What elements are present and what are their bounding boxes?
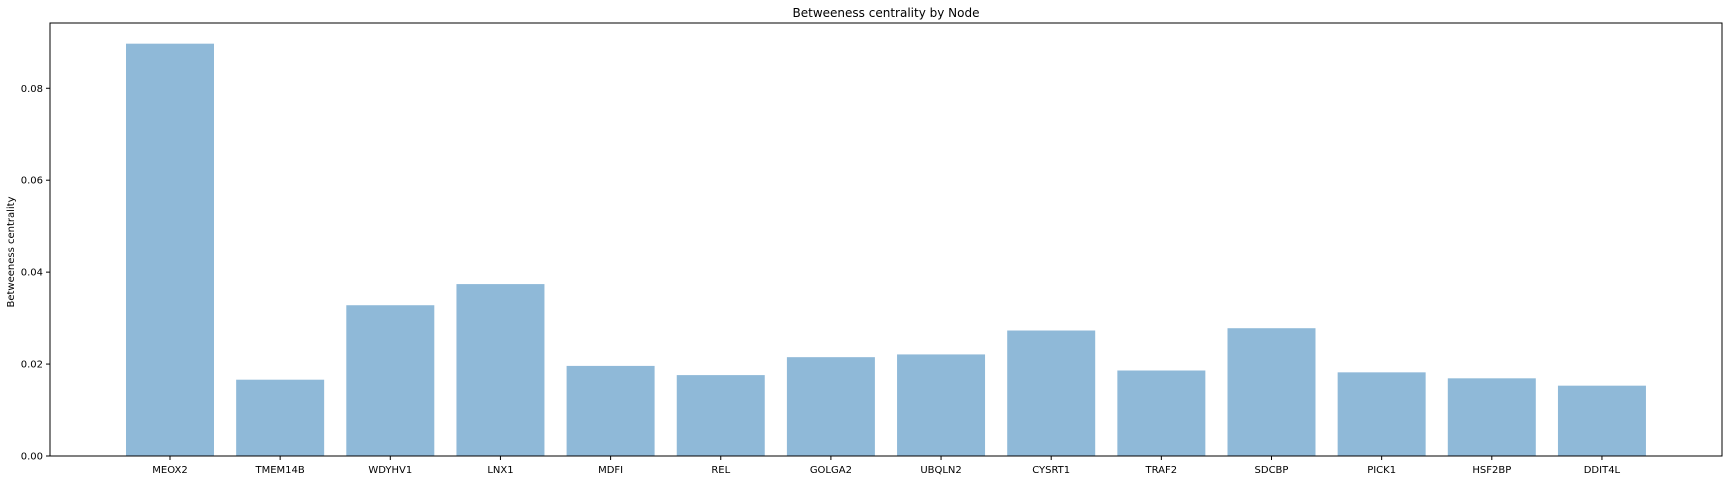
bar-mdfi [566,365,655,456]
bar-rel [676,375,765,456]
y-tick-label: 0.04 [21,268,43,279]
x-tick-label: GOLGA2 [810,465,852,476]
x-tick-label: DDIT4L [1584,465,1621,476]
x-tick-label: LNX1 [487,465,513,476]
x-tick-label: SDCBP [1255,465,1289,476]
bar-pick1 [1337,372,1426,456]
bar-wdyhv1 [346,305,435,456]
x-tick-label: MEOX2 [152,465,187,476]
bar-lnx1 [456,284,545,456]
bar-ddit4l [1557,385,1646,456]
x-tick-label: MDFI [598,465,623,476]
bar-traf2 [1117,370,1206,456]
x-tick-label: WDYHV1 [368,465,412,476]
x-axis-ticks: MEOX2 TMEM14B WDYHV1 LNX1 MDFI REL GOLGA2 UBQLN… [152,456,1621,476]
bars [126,43,1646,457]
chart-title: Betweeness centrality by Node [793,6,980,20]
bar-ubqln2 [897,354,986,456]
y-axis-ticks: 0.00 0.02 0.04 0.06 0.08 [21,84,50,463]
y-axis-label: Betweeness centrality [6,196,17,307]
x-tick-label: HSF2BP [1472,465,1511,476]
bar-sdcbp [1227,328,1316,456]
y-tick-label: 0.02 [21,360,43,371]
bar-hsf2bp [1447,378,1536,456]
x-tick-label: UBQLN2 [920,465,961,476]
x-tick-label: REL [711,465,730,476]
x-tick-label: CYSRT1 [1032,465,1070,476]
x-tick-label: TRAF2 [1145,465,1178,476]
x-tick-label: TMEM14B [255,465,305,476]
bar-meox2 [126,43,214,457]
y-tick-label: 0.06 [21,176,43,187]
x-tick-label: PICK1 [1367,465,1396,476]
y-tick-label: 0.00 [21,452,43,463]
plot-frame [49,22,1723,457]
bar-tmem14b [236,379,325,456]
bar-golga2 [786,357,875,456]
bar-cysrt1 [1007,330,1096,456]
y-tick-label: 0.08 [21,84,43,95]
